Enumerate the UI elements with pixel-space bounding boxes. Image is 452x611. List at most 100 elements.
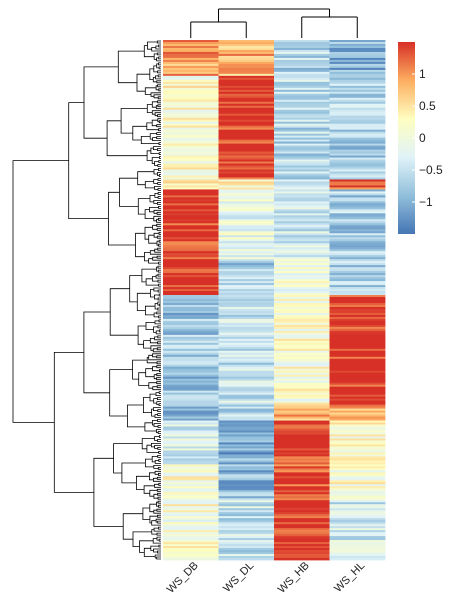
heatmap-cell — [218, 99, 275, 103]
heatmap-cell — [218, 261, 275, 264]
heatmap-cell — [163, 49, 219, 53]
heatmap-cell — [329, 41, 386, 45]
heatmap-cell — [218, 308, 275, 312]
heatmap-cell — [274, 195, 330, 198]
heatmap-cell — [163, 97, 219, 101]
heatmap-cell — [329, 143, 386, 146]
heatmap-cell — [274, 191, 330, 194]
heatmap-cell — [274, 89, 330, 93]
heatmap-cell — [163, 480, 219, 483]
heatmap-cell — [163, 273, 219, 276]
heatmap-cell — [329, 454, 386, 457]
heatmap-cell — [329, 336, 386, 340]
heatmap-cell — [274, 390, 330, 394]
heatmap-cell — [218, 318, 275, 322]
heatmap-cell — [274, 273, 330, 276]
heatmap-cell — [274, 271, 330, 274]
heatmap-cell — [218, 197, 275, 200]
heatmap-cell — [329, 304, 386, 308]
heatmap-cell — [274, 219, 330, 222]
heatmap-cell — [163, 366, 219, 370]
heatmap-cell — [163, 225, 219, 228]
heatmap-cell — [329, 287, 386, 290]
heatmap-cell — [218, 251, 275, 254]
heatmap-cell — [163, 141, 219, 144]
heatmap-cell — [218, 137, 275, 141]
heatmap-cell — [274, 185, 330, 188]
heatmap-cell — [329, 398, 386, 402]
heatmap-cell — [274, 193, 330, 196]
heatmap-cell — [274, 522, 330, 525]
heatmap-cell — [163, 107, 219, 111]
heatmap-cell — [274, 326, 330, 330]
heatmap-cell — [163, 356, 219, 360]
heatmap-cell — [163, 231, 219, 234]
heatmap-cell — [329, 498, 386, 501]
heatmap-cell — [218, 85, 275, 89]
heatmap-cell — [329, 245, 386, 248]
heatmap-cell — [274, 279, 330, 282]
heatmap-cell — [163, 324, 219, 328]
heatmap-cell — [274, 295, 330, 298]
heatmap-cell — [329, 404, 386, 407]
heatmap-cell — [329, 374, 386, 378]
heatmap-cell — [218, 368, 275, 372]
heatmap-cell — [218, 526, 275, 529]
heatmap-cell — [218, 69, 275, 73]
heatmap-cell — [274, 229, 330, 232]
heatmap-cell — [274, 165, 330, 168]
heatmap-cell — [274, 538, 330, 541]
heatmap-cell — [329, 99, 386, 103]
heatmap-cell — [274, 422, 330, 425]
heatmap-cell — [218, 121, 275, 125]
heatmap-cell — [218, 354, 275, 358]
heatmap-cell — [163, 304, 219, 308]
row-dendrogram — [12, 40, 161, 560]
heatmap-cell — [163, 77, 219, 81]
heatmap-cell — [163, 61, 219, 65]
heatmap-cell — [274, 312, 330, 316]
heatmap-cell — [329, 400, 386, 403]
heatmap-cell — [329, 209, 386, 212]
heatmap-cell — [218, 57, 275, 61]
heatmap-cell — [329, 111, 386, 115]
heatmap-cell — [274, 237, 330, 240]
heatmap-cell — [329, 211, 386, 214]
heatmap-cell — [274, 203, 330, 206]
heatmap-cell — [274, 388, 330, 392]
heatmap-cell — [274, 558, 330, 561]
heatmap-cell — [218, 283, 275, 286]
heatmap-cell — [274, 332, 330, 336]
heatmap-cell — [218, 486, 275, 489]
heatmap-cell — [163, 261, 219, 264]
heatmap-cell — [274, 243, 330, 246]
heatmap-cell — [163, 243, 219, 246]
heatmap-cell — [274, 420, 330, 423]
heatmap-cell — [274, 308, 330, 312]
heatmap-cell — [329, 293, 386, 296]
heatmap-cell — [274, 175, 330, 178]
heatmap-cell — [218, 141, 275, 144]
heatmap-cell — [329, 306, 386, 310]
heatmap-cell — [329, 291, 386, 294]
heatmap-cell — [274, 55, 330, 59]
heatmap-cell — [218, 43, 275, 47]
heatmap-cell — [329, 229, 386, 232]
heatmap-cell — [329, 462, 386, 465]
heatmap-cell — [163, 524, 219, 527]
heatmap-cell — [163, 412, 219, 415]
heatmap-cell — [218, 382, 275, 386]
heatmap-cell — [218, 420, 275, 423]
heatmap-cell — [274, 370, 330, 374]
heatmap-cell — [274, 396, 330, 400]
heatmap-cell — [218, 552, 275, 555]
heatmap-cell — [218, 554, 275, 557]
heatmap-cell — [274, 281, 330, 284]
heatmap-cell — [163, 470, 219, 473]
heatmap-cell — [163, 71, 219, 75]
heatmap-cell — [329, 384, 386, 388]
heatmap-cell — [274, 291, 330, 294]
heatmap-cell — [218, 474, 275, 477]
heatmap-cell — [218, 542, 275, 545]
heatmap-cell — [218, 326, 275, 330]
